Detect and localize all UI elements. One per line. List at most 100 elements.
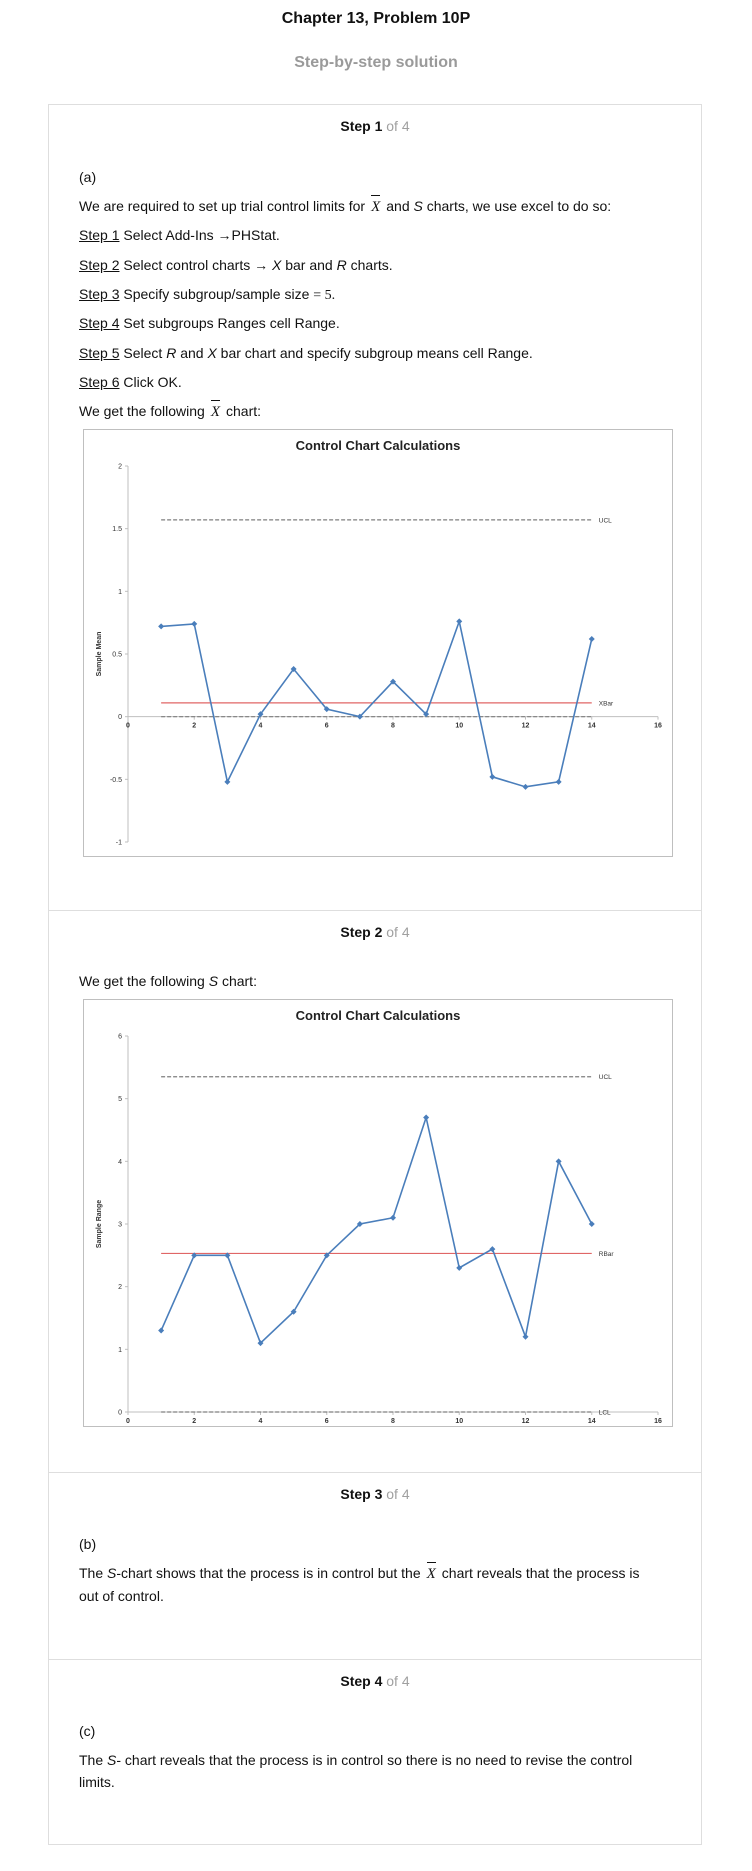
x-tick-label: 0 <box>126 723 130 730</box>
x-tick-label: 8 <box>391 723 395 730</box>
step-2-of: of 4 <box>386 924 410 940</box>
data-point <box>489 1246 496 1253</box>
series-line <box>160 1114 593 1345</box>
data-point <box>158 1327 165 1334</box>
x-tick-label: 10 <box>455 723 463 730</box>
instruction-1: Step 1 Select Add-Ins →PHStat. <box>79 227 280 243</box>
y-tick-label: -1 <box>116 840 122 847</box>
step-3-text: The S-chart shows that the process is in… <box>79 1562 640 1604</box>
instruction-2: Step 2 Select control charts → X bar and… <box>79 257 393 273</box>
step-1-panel: Step 1 of 4 (a) We are required to set u… <box>48 104 702 910</box>
page-title: Chapter 13, Problem 10P <box>281 10 471 27</box>
x-tick-label: 2 <box>192 1418 196 1425</box>
data-point <box>290 1308 297 1315</box>
instruction-3: Step 3 Specify subgroup/sample size = 5. <box>79 286 336 303</box>
ref-label-xbar: XBar <box>599 700 614 707</box>
x-tick-label: 14 <box>588 723 596 730</box>
chart-title: Control Chart Calculations <box>296 1008 461 1023</box>
page-subtitle: Step-by-step solution <box>294 54 458 71</box>
y-tick-label: 1 <box>118 1347 122 1354</box>
y-tick-label: 0 <box>118 714 122 721</box>
step-2-label: Step 2 <box>340 924 383 940</box>
y-axis-label: Sample Range <box>96 1200 103 1248</box>
x-tick-label: 2 <box>192 723 196 730</box>
y-tick-label: 2 <box>118 1284 122 1291</box>
x-tick-label: 4 <box>259 723 263 730</box>
x-tick-label: 12 <box>522 1418 530 1425</box>
instruction-5: Step 5 Select R and X bar chart and spec… <box>79 345 533 361</box>
x-tick-label: 8 <box>391 1418 395 1425</box>
y-tick-label: 6 <box>118 1034 122 1041</box>
data-point <box>456 1264 463 1271</box>
data-point <box>224 778 231 785</box>
data-point <box>290 666 297 673</box>
step-3-label: Step 3 <box>340 1486 383 1502</box>
step-1-of: of 4 <box>386 118 410 134</box>
x-tick-label: 16 <box>654 1418 662 1425</box>
y-tick-label: 5 <box>118 1096 122 1103</box>
step-3-panel: Step 3 of 4 (b) The S-chart shows that t… <box>48 1472 702 1659</box>
ref-label-rbar: RBar <box>599 1251 615 1258</box>
instruction-4: Step 4 Set subgroups Ranges cell Range. <box>79 315 340 331</box>
step-2-panel: Step 2 of 4 We get the following S chart… <box>48 910 702 1472</box>
x-bar-symbol: X <box>369 195 382 218</box>
step-4-label: Step 4 <box>340 1673 383 1689</box>
step-1-intro: We are required to set up trial control … <box>79 195 679 218</box>
part-c-label: (c) <box>79 1723 96 1739</box>
ref-label-ucl: UCL <box>599 1074 612 1081</box>
x-tick-label: 10 <box>455 1418 463 1425</box>
y-tick-label: 2 <box>118 464 122 471</box>
instruction-6: Step 6 Click OK. <box>79 374 182 390</box>
chart-svg: Control Chart Calculations Sample Mean -1 -… <box>96 438 662 847</box>
part-b-label: (b) <box>79 1536 97 1552</box>
data-point <box>390 678 396 685</box>
data-point <box>555 1158 562 1165</box>
step-4-of: of 4 <box>386 1673 410 1689</box>
x-tick-label: 6 <box>325 1418 329 1425</box>
step-2-text: We get the following S chart: <box>79 973 257 989</box>
part-a-label: (a) <box>79 169 97 185</box>
step-2-header: Step 2 of 4 <box>49 924 701 940</box>
data-point <box>224 1252 231 1259</box>
data-point <box>423 1114 430 1121</box>
y-tick-label: 1 <box>118 589 122 596</box>
step-1-label: Step 1 <box>340 118 383 134</box>
step-1-header: Step 1 of 4 <box>49 118 701 134</box>
data-point <box>323 706 330 713</box>
data-point <box>456 618 463 625</box>
ref-label-lcl: LCL <box>599 1410 611 1417</box>
data-point <box>588 1221 595 1227</box>
x-bar-symbol: X <box>209 400 222 423</box>
data-point <box>522 783 529 790</box>
data-point <box>588 635 595 642</box>
series-line <box>161 618 593 788</box>
ref-label-ucl: UCL <box>599 517 612 524</box>
data-point <box>489 773 496 780</box>
x-tick-label: 4 <box>259 1418 263 1425</box>
data-point <box>257 711 264 718</box>
data-point <box>390 1214 396 1221</box>
chart-title: Control Chart Calculations <box>296 438 461 453</box>
x-tick-label: 12 <box>522 723 530 730</box>
s-chart: Control Chart Calculations Sample Range 0 1… <box>83 999 673 1427</box>
y-tick-label: 0.5 <box>112 652 122 659</box>
x-bar-symbol: X <box>425 1562 438 1585</box>
step-3-of: of 4 <box>386 1486 410 1502</box>
x-tick-label: 0 <box>126 1418 130 1425</box>
step-3-header: Step 3 of 4 <box>49 1486 701 1502</box>
data-point <box>323 1252 330 1259</box>
data-point <box>356 1221 363 1227</box>
step-4-header: Step 4 of 4 <box>49 1673 701 1689</box>
data-point <box>191 620 198 627</box>
xbar-chart: Control Chart Calculations Sample Mean -1 -… <box>83 429 673 857</box>
data-point <box>522 1333 529 1340</box>
x-tick-label: 14 <box>588 1418 596 1425</box>
y-tick-label: 1.5 <box>112 526 122 533</box>
data-point <box>356 713 363 720</box>
y-tick-label: 0 <box>118 1410 122 1417</box>
x-tick-label: 16 <box>654 723 662 730</box>
data-point <box>191 1252 198 1259</box>
data-point <box>555 778 562 785</box>
data-point <box>158 623 165 630</box>
